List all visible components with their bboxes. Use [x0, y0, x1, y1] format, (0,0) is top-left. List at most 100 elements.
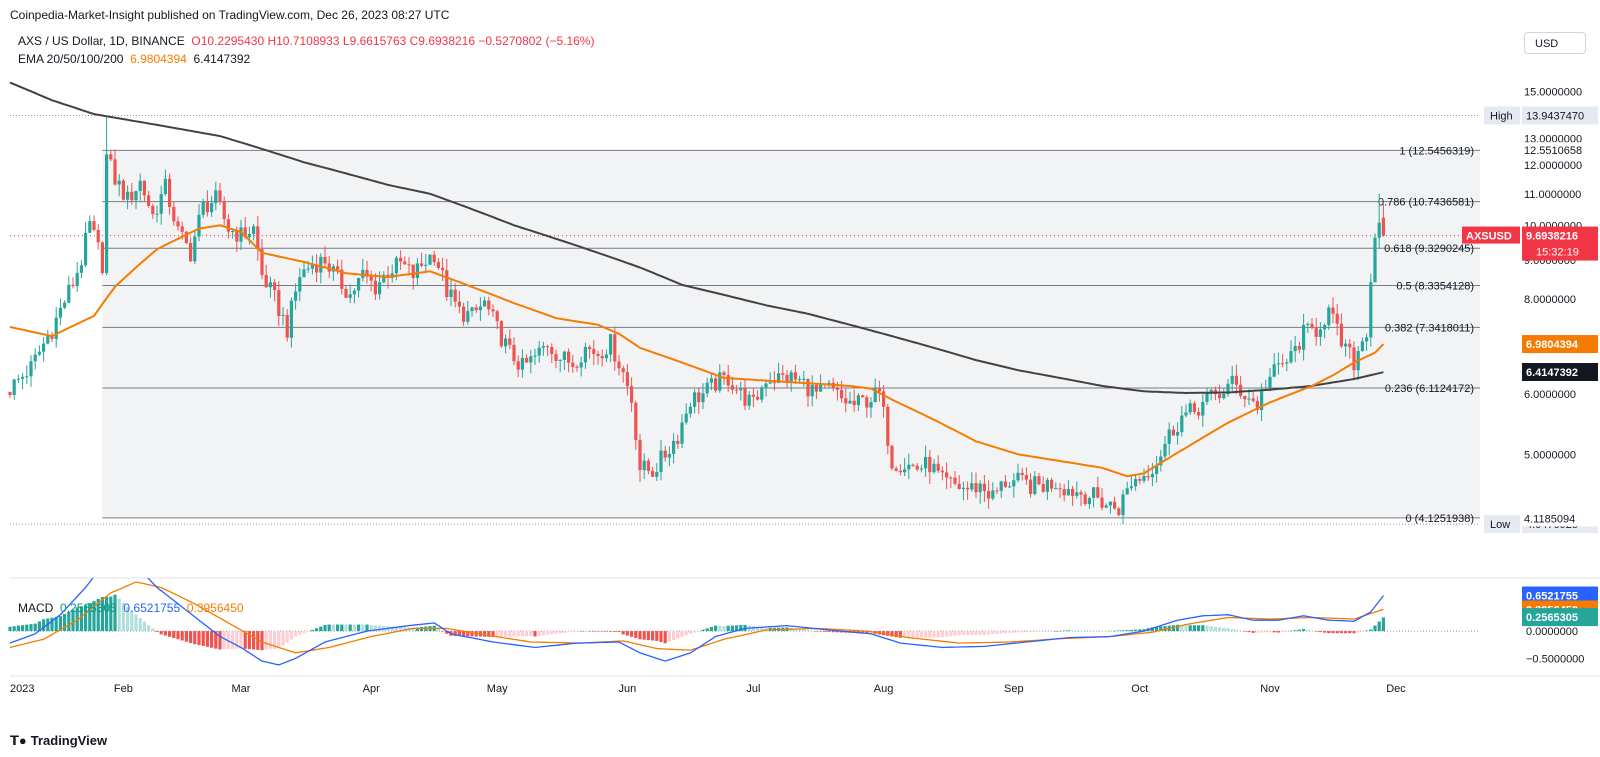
candle-body — [50, 336, 54, 339]
candle-body — [1365, 337, 1369, 342]
macd-hist-bar — [1289, 630, 1293, 632]
candle-body — [1318, 329, 1322, 337]
macd-hist-bar — [953, 631, 957, 636]
macd-hist-bar — [1365, 630, 1369, 632]
candle-body — [508, 338, 512, 345]
candle-body — [982, 483, 986, 492]
macd-hist-bar — [210, 631, 214, 648]
macd-hist-bar — [243, 631, 247, 649]
candle-body — [1226, 383, 1230, 395]
candle-body — [281, 314, 285, 317]
fib-zone — [102, 150, 1480, 518]
macd-hist-bar — [1356, 631, 1360, 633]
candle-body — [151, 205, 155, 215]
symbol-badge-label: AXSUSD — [1466, 231, 1512, 243]
candle-body — [907, 464, 911, 470]
macd-hist-bar — [79, 606, 83, 632]
macd-hist-bar — [487, 631, 491, 637]
time-tick-label: Oct — [1131, 683, 1148, 695]
candle-body — [1146, 475, 1150, 478]
macd-hist-bar — [105, 596, 109, 632]
candle-body — [1192, 403, 1196, 412]
candle-body — [491, 309, 495, 312]
macd-hist-bar — [92, 601, 96, 632]
macd-hist-bar — [1314, 631, 1318, 632]
candle-body — [1037, 476, 1041, 485]
candle-body — [1138, 479, 1142, 481]
macd-hist-bar — [1285, 631, 1289, 632]
candle-body — [407, 264, 411, 266]
macd-hist-bar — [33, 623, 37, 632]
macd-hist-bar — [718, 625, 722, 632]
candle-body — [1230, 375, 1234, 384]
macd-hist-bar — [1079, 630, 1083, 632]
candle-body — [995, 490, 999, 492]
macd-hist-bar — [730, 625, 734, 632]
candle-body — [802, 378, 806, 380]
macd-hist-bar — [298, 631, 302, 635]
candle-body — [470, 307, 474, 312]
macd-hist-bar — [642, 631, 646, 640]
candle-body — [180, 226, 184, 232]
candle-body — [247, 234, 251, 238]
macd-hist-bar — [1323, 631, 1327, 633]
macd-hist-bar — [508, 631, 512, 637]
macd-hist-bar — [999, 631, 1003, 634]
candle-body — [344, 288, 348, 298]
candle-body — [79, 265, 83, 273]
macd-hist-bar — [289, 631, 293, 640]
high-label-box — [1484, 106, 1520, 125]
macd-hist-bar — [67, 611, 71, 632]
macd-hist-bar — [1045, 631, 1049, 632]
macd-hist-bar — [982, 631, 986, 635]
macd-hist-bar — [600, 631, 604, 632]
candle-body — [1087, 497, 1091, 505]
macd-hist-bar — [525, 631, 529, 637]
candle-body — [785, 374, 789, 384]
macd-hist-bar — [1226, 628, 1230, 632]
price-tick-label: 6.0000000 — [1524, 389, 1576, 401]
candle-body — [172, 206, 176, 222]
candle-body — [1083, 494, 1087, 505]
candle-body — [554, 354, 558, 362]
macd-hist-bar — [814, 631, 818, 632]
macd-hist-bar — [504, 631, 508, 637]
macd-hist-bar — [1180, 625, 1184, 632]
macd-hist-bar — [575, 631, 579, 632]
macd-hist-bar — [25, 624, 29, 632]
macd-hist-bar — [193, 631, 197, 645]
macd-hist-bar — [1327, 631, 1331, 634]
macd-hist-bar — [189, 631, 193, 643]
candle-body — [268, 282, 272, 288]
candle-body — [882, 391, 886, 407]
macd-hist-bar — [168, 631, 172, 637]
macd-hist-bar — [1201, 625, 1205, 632]
macd-hist-bar — [327, 624, 331, 632]
macd-hist-bar — [117, 598, 121, 632]
macd-hist-bar — [613, 631, 617, 632]
candle-body — [315, 264, 319, 273]
candle-body — [483, 300, 487, 307]
candle-body — [105, 154, 109, 273]
candle-body — [562, 351, 566, 360]
candle-body — [1323, 325, 1327, 330]
candle-body — [399, 257, 403, 262]
candle-body — [1373, 237, 1377, 283]
candle-body — [1155, 465, 1159, 475]
macd-hist-bar — [1293, 630, 1297, 632]
macd-hist-bar — [659, 631, 663, 643]
macd-hist-bar — [1306, 630, 1310, 632]
candle-body — [798, 379, 802, 381]
macd-hist-bar — [672, 631, 676, 641]
tradingview-logo[interactable]: 𝗧● TradingView — [10, 733, 107, 749]
macd-hist-bar — [1050, 631, 1054, 632]
currency-button[interactable]: USD — [1524, 32, 1586, 54]
macd-hist-bar — [1348, 631, 1352, 634]
macd-hist-bar — [1075, 630, 1079, 632]
candle-body — [12, 379, 16, 395]
macd-hist-bar — [898, 631, 902, 638]
candle-body — [1176, 432, 1180, 436]
macd-hist-bar — [1331, 631, 1335, 634]
macd-hist-bar — [945, 631, 949, 637]
